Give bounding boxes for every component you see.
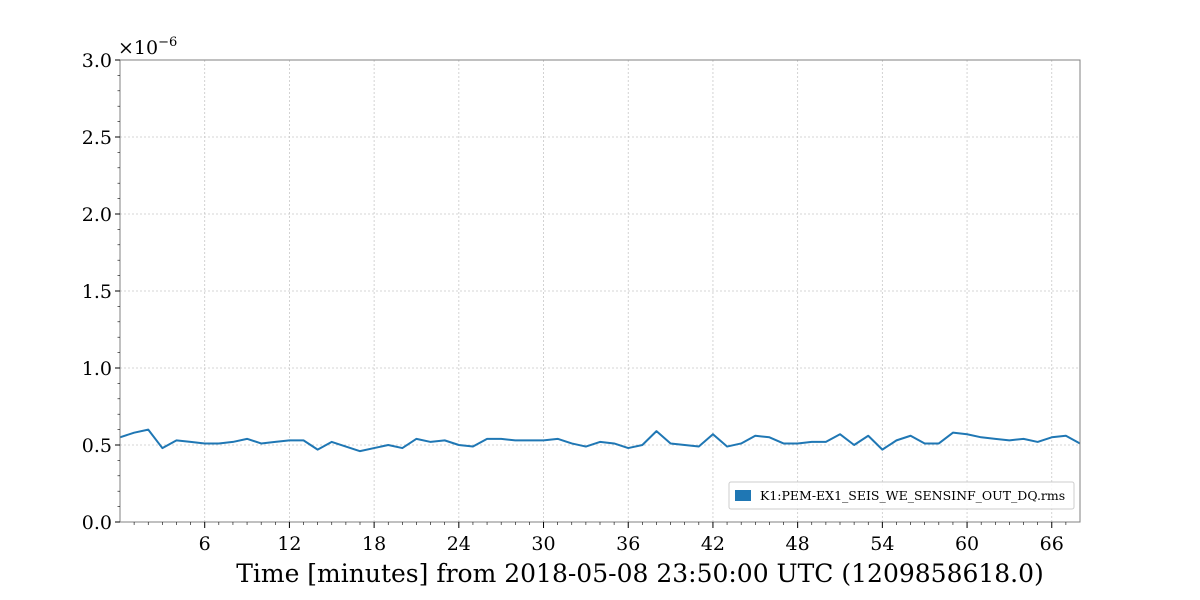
grid (120, 60, 1080, 522)
x-tick-label: 12 (277, 533, 301, 555)
y-tick-label: 1.5 (82, 281, 112, 303)
y-axis-multiplier: ×10−6 (118, 35, 177, 59)
y-tick-label: 1.0 (82, 358, 112, 380)
y-tick-label: 2.0 (82, 204, 112, 226)
y-multiplier-base: ×10 (118, 37, 158, 59)
x-tick-label: 60 (955, 533, 979, 555)
x-tick-label: 42 (701, 533, 725, 555)
legend-swatch (735, 490, 751, 501)
legend-label: K1:PEM-EX1_SEIS_WE_SENSINF_OUT_DQ.rms (760, 488, 1065, 503)
y-tick-label: 0.0 (82, 512, 112, 534)
x-tick-label: 66 (1040, 533, 1064, 555)
series-layer (119, 428, 1081, 453)
x-tick-label: 54 (870, 533, 894, 555)
x-axis-label: Time [minutes] from 2018-05-08 23:50:00 … (236, 559, 1044, 588)
x-tick-label: 48 (786, 533, 810, 555)
axis-ticks: 0.0 0.5 1.0 1.5 2.0 2.5 3.0 6 12 18 24 30 36 42 48 54 60… (82, 50, 1067, 555)
legend: K1:PEM-EX1_SEIS_WE_SENSINF_OUT_DQ.rms (728, 481, 1075, 510)
x-tick-label: 36 (616, 533, 640, 555)
x-tick-label: 18 (362, 533, 386, 555)
x-tick-label: 24 (447, 533, 471, 555)
x-tick-label: 6 (199, 533, 211, 555)
series-line (119, 428, 1081, 453)
y-multiplier-exponent: −6 (158, 35, 177, 50)
legend-box (728, 481, 1075, 510)
y-tick-label: 0.5 (82, 435, 112, 457)
y-tick-label: 2.5 (82, 127, 112, 149)
x-tick-label: 30 (531, 533, 555, 555)
y-tick-label: 3.0 (82, 50, 112, 72)
